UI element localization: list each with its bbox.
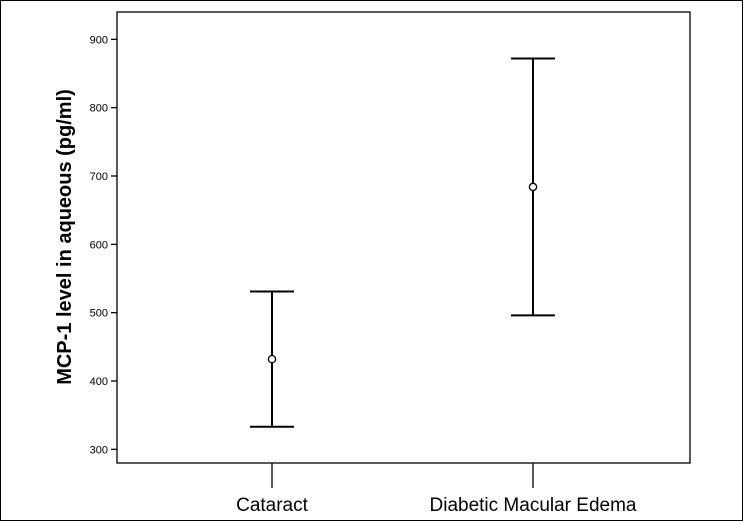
y-tick-label: 400 bbox=[90, 376, 108, 388]
y-axis-label: MCP-1 level in aqueous (pg/ml) bbox=[54, 89, 76, 385]
y-tick-label: 300 bbox=[90, 444, 108, 456]
y-tick-label: 700 bbox=[90, 171, 108, 183]
x-tick-label: Cataract bbox=[236, 495, 309, 516]
x-axis-ticks: Cataract Diabetic Macular Edema bbox=[236, 463, 637, 516]
mean-point bbox=[267, 354, 277, 364]
y-tick-label: 800 bbox=[90, 103, 108, 115]
y-tick-label: 900 bbox=[90, 34, 108, 46]
y-tick-label: 500 bbox=[90, 308, 108, 320]
error-bars bbox=[250, 57, 555, 428]
x-tick-label: Diabetic Macular Edema bbox=[430, 495, 637, 516]
plot-area bbox=[116, 11, 691, 464]
y-tick-label: 600 bbox=[90, 239, 108, 251]
y-axis-ticks: 300 400 500 600 700 800 900 bbox=[90, 34, 117, 456]
mean-point bbox=[528, 182, 538, 192]
